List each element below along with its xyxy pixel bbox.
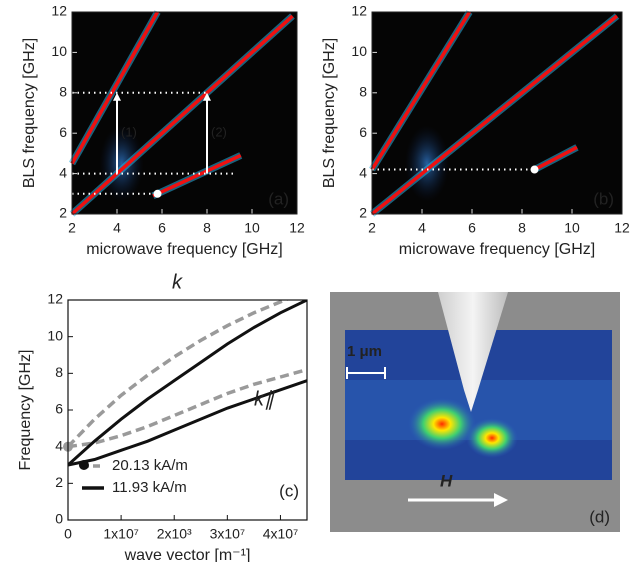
plot-frame xyxy=(371,11,623,215)
x-tick-label: 10 xyxy=(564,220,580,236)
plot-frame xyxy=(67,299,308,521)
arrow-label: (1) xyxy=(121,125,137,140)
x-tick-label: 6 xyxy=(468,220,476,236)
panel-label: (d) xyxy=(589,507,610,526)
y-tick-label: 10 xyxy=(47,327,63,343)
y-tick-label: 10 xyxy=(51,43,67,59)
line xyxy=(68,300,307,467)
scale-label: 1 μm xyxy=(347,343,382,360)
x-tick-label: 2x10³ xyxy=(157,526,192,542)
x-axis-label: wave vector [m⁻¹] xyxy=(124,547,251,562)
trace xyxy=(70,14,294,216)
branch-label: k∥ xyxy=(254,388,276,410)
y-tick-label: 0 xyxy=(55,511,63,527)
intensity-spot xyxy=(466,418,518,458)
x-axis-label: microwave frequency [GHz] xyxy=(86,241,283,258)
noise-cloud xyxy=(405,125,449,202)
y-tick-label: 10 xyxy=(351,43,367,59)
x-tick-label: 4 xyxy=(418,220,426,236)
y-tick-label: 4 xyxy=(359,164,367,180)
x-tick-label: 8 xyxy=(518,220,526,236)
x-axis-label: microwave frequency [GHz] xyxy=(399,241,596,258)
x-tick-label: 6 xyxy=(158,220,166,236)
line xyxy=(68,300,290,448)
y-tick-label: 2 xyxy=(55,474,63,490)
x-tick-label: 4 xyxy=(113,220,121,236)
x-tick-label: 8 xyxy=(203,220,211,236)
legend-label: 11.93 kA/m xyxy=(112,479,187,496)
y-tick-label: 6 xyxy=(359,124,367,140)
legend-label: 20.13 kA/m xyxy=(112,457,188,474)
x-tick-label: 1x10⁷ xyxy=(103,526,138,542)
y-tick-label: 4 xyxy=(59,164,67,180)
trace xyxy=(370,14,619,216)
arrow-label: (2) xyxy=(211,125,227,140)
y-axis-label: BLS frequency [GHz] xyxy=(321,38,338,188)
y-tick-label: 8 xyxy=(59,84,67,100)
y-axis-label: BLS frequency [GHz] xyxy=(21,38,38,188)
branch-label: k xyxy=(172,271,183,293)
field-label: H xyxy=(440,471,453,490)
trace xyxy=(152,153,242,198)
panel-label: (c) xyxy=(279,481,299,500)
line xyxy=(68,367,307,449)
x-tick-label: 2 xyxy=(68,220,76,236)
arrow-head xyxy=(113,92,121,101)
y-axis-label: Frequency [GHz] xyxy=(17,350,34,471)
point xyxy=(78,460,89,470)
trace xyxy=(70,11,160,165)
point xyxy=(153,189,162,198)
y-tick-label: 12 xyxy=(351,3,367,19)
y-tick-label: 8 xyxy=(359,84,367,100)
trace xyxy=(370,11,471,171)
y-tick-label: 4 xyxy=(55,437,63,453)
plot-background xyxy=(68,300,307,520)
x-tick-label: 4x10⁷ xyxy=(263,526,298,542)
x-tick-label: 3x10⁷ xyxy=(210,526,245,542)
x-tick-label: 0 xyxy=(64,526,72,542)
x-tick-label: 10 xyxy=(244,220,260,236)
y-tick-label: 6 xyxy=(59,124,67,140)
x-tick-label: 12 xyxy=(614,220,630,236)
field-arrow-head xyxy=(494,493,508,507)
point xyxy=(530,165,539,174)
y-tick-label: 8 xyxy=(55,364,63,380)
y-tick-label: 2 xyxy=(59,205,67,221)
panel-label: (b) xyxy=(593,189,614,208)
line xyxy=(68,379,307,467)
panel-label: (a) xyxy=(268,189,289,208)
plot-frame xyxy=(71,11,298,215)
intensity-spot xyxy=(408,398,476,450)
y-tick-label: 6 xyxy=(55,401,63,417)
x-tick-label: 12 xyxy=(289,220,305,236)
x-tick-label: 2 xyxy=(368,220,376,236)
probe-tip xyxy=(438,292,508,412)
lines xyxy=(68,300,307,467)
arrow-head xyxy=(203,92,211,101)
y-tick-label: 12 xyxy=(51,3,67,19)
y-tick-label: 12 xyxy=(47,291,63,307)
y-tick-label: 2 xyxy=(359,205,367,221)
trace xyxy=(533,145,578,172)
